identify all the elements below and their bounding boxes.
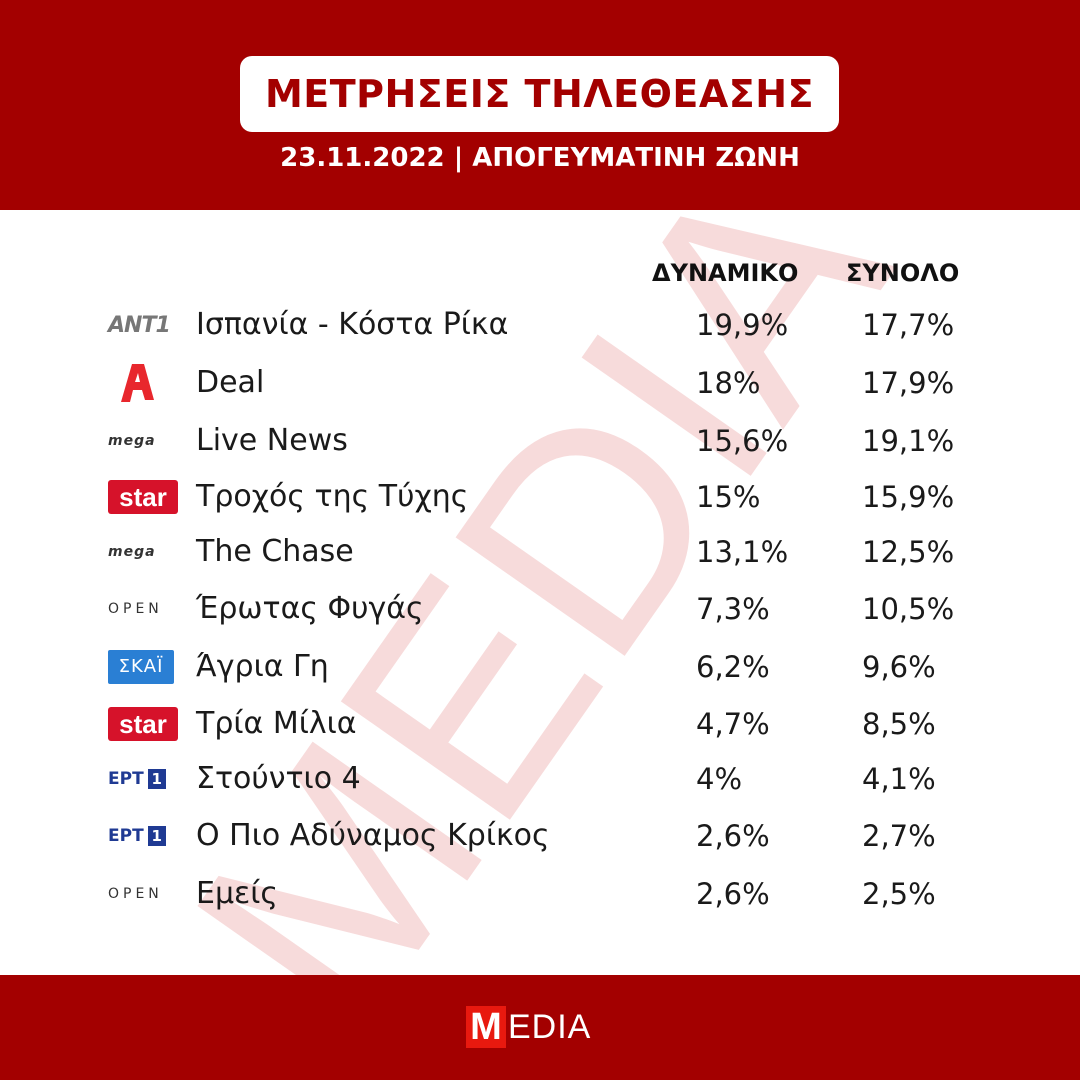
table-row: Deal 18% 17,9% <box>0 358 1080 408</box>
header-banner: ΜΕΤΡΗΣΕΙΣ ΤΗΛΕΘΕΑΣΗΣ 23.11.2022 | ΑΠΟΓΕΥ… <box>0 0 1080 210</box>
table-row: ΕΡΤ 1 Ο Πιο Αδύναμος Κρίκος 2,6% 2,7% <box>0 811 1080 861</box>
dynamiko-value: 7,3% <box>696 592 770 626</box>
program-name: Άγρια Γη <box>196 649 329 684</box>
program-name: Ο Πιο Αδύναμος Κρίκος <box>196 818 550 853</box>
program-name: Τροχός της Τύχης <box>196 479 469 514</box>
column-header-dynamiko: ΔΥΝΑΜΙΚΟ <box>652 259 799 287</box>
table-row: mega The Chase 13,1% 12,5% <box>0 527 1080 577</box>
table-row: ANT1 Ισπανία - Κόστα Ρίκα 19,9% 17,7% <box>0 300 1080 350</box>
table-row: star Τρία Μίλια 4,7% 8,5% <box>0 699 1080 749</box>
column-header-synolo: ΣΥΝΟΛΟ <box>846 259 960 287</box>
synolo-value: 2,7% <box>862 819 936 853</box>
dynamiko-value: 19,9% <box>696 308 789 342</box>
synolo-value: 19,1% <box>862 424 955 458</box>
synolo-value: 15,9% <box>862 480 955 514</box>
channel-logo-star: star <box>108 476 184 518</box>
media-logo-m: M <box>466 1006 506 1048</box>
dynamiko-value: 6,2% <box>696 650 770 684</box>
program-name: Τρία Μίλια <box>196 706 357 741</box>
table-row: OPEN Έρωτας Φυγάς 7,3% 10,5% <box>0 584 1080 634</box>
synolo-value: 17,7% <box>862 308 955 342</box>
channel-logo-open: OPEN <box>108 886 163 902</box>
channel-logo-ant1: ANT1 <box>108 312 171 338</box>
dynamiko-value: 18% <box>696 366 761 400</box>
dynamiko-value: 13,1% <box>696 535 789 569</box>
channel-logo-skai: ΣΚΑΪ <box>108 646 184 688</box>
program-name: Εμείς <box>196 876 279 911</box>
synolo-value: 8,5% <box>862 707 936 741</box>
channel-logo-star: star <box>108 703 184 745</box>
dynamiko-value: 4,7% <box>696 707 770 741</box>
table-row: mega Live News 15,6% 19,1% <box>0 416 1080 466</box>
program-name: Στούντιο 4 <box>196 761 361 796</box>
synolo-value: 2,5% <box>862 877 936 911</box>
program-name: Ισπανία - Κόστα Ρίκα <box>196 307 509 342</box>
dynamiko-value: 2,6% <box>696 819 770 853</box>
channel-logo-ert1: ΕΡΤ 1 <box>108 758 184 800</box>
program-name: Έρωτας Φυγάς <box>196 591 424 626</box>
dynamiko-value: 15,6% <box>696 424 789 458</box>
dynamiko-value: 4% <box>696 762 743 796</box>
synolo-value: 12,5% <box>862 535 955 569</box>
channel-logo-open: OPEN <box>108 601 163 617</box>
program-name: Live News <box>196 423 348 458</box>
channel-logo-mega: mega <box>108 433 156 449</box>
table-row: ΕΡΤ 1 Στούντιο 4 4% 4,1% <box>0 754 1080 804</box>
program-name: The Chase <box>196 534 354 569</box>
media-logo: M EDIA <box>466 1005 591 1049</box>
synolo-value: 9,6% <box>862 650 936 684</box>
dynamiko-value: 2,6% <box>696 877 770 911</box>
synolo-value: 17,9% <box>862 366 955 400</box>
channel-logo-ert1: ΕΡΤ 1 <box>108 815 184 857</box>
table-row: ΣΚΑΪ Άγρια Γη 6,2% 9,6% <box>0 642 1080 692</box>
title-box: ΜΕΤΡΗΣΕΙΣ ΤΗΛΕΘΕΑΣΗΣ <box>240 56 839 132</box>
page-subtitle: 23.11.2022 | ΑΠΟΓΕΥΜΑΤΙΝΗ ΖΩΝΗ <box>280 143 800 173</box>
table-row: star Τροχός της Τύχης 15% 15,9% <box>0 472 1080 522</box>
dynamiko-value: 15% <box>696 480 761 514</box>
program-name: Deal <box>196 365 265 400</box>
table-row: OPEN Εμείς 2,6% 2,5% <box>0 869 1080 919</box>
channel-logo-alpha <box>108 362 184 404</box>
footer-banner <box>0 975 1080 1080</box>
channel-logo-mega: mega <box>108 544 156 560</box>
synolo-value: 4,1% <box>862 762 936 796</box>
page-title: ΜΕΤΡΗΣΕΙΣ ΤΗΛΕΘΕΑΣΗΣ <box>264 72 815 116</box>
media-logo-rest: EDIA <box>508 1008 592 1046</box>
synolo-value: 10,5% <box>862 592 955 626</box>
